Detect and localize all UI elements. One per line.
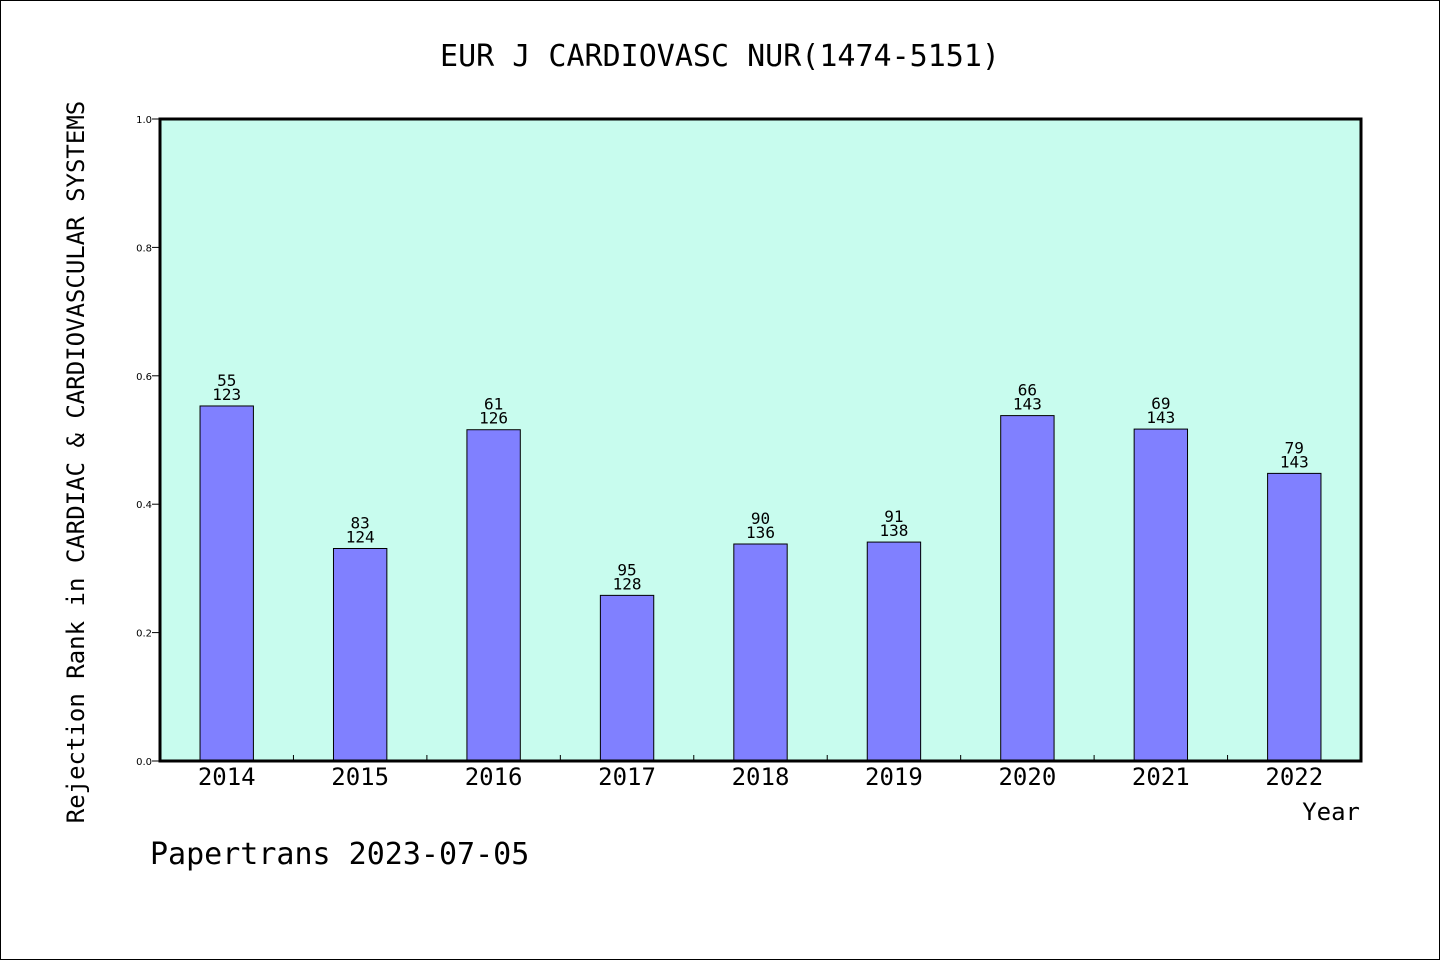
- bar-2020: [1000, 415, 1055, 762]
- bar-2017: [599, 594, 655, 762]
- bar-2018: [733, 543, 788, 762]
- x-tick-label-2022: 2022: [1265, 763, 1323, 791]
- x-tick-label-2014: 2014: [198, 763, 256, 791]
- bar-label-total: 136: [746, 523, 775, 542]
- bar-label-rank: 90: [751, 509, 770, 528]
- y-tick-label: 0.4: [136, 500, 152, 511]
- x-tick-label-2019: 2019: [865, 763, 923, 791]
- bar-label-total: 143: [1146, 408, 1175, 427]
- x-axis-label: Year: [1302, 798, 1360, 826]
- bar-label-rank: 69: [1151, 394, 1170, 413]
- bar-label-rank: 79: [1285, 438, 1304, 457]
- bar-2016: [466, 429, 521, 762]
- y-tick-label: 0.0: [136, 757, 152, 768]
- x-tick-label-2021: 2021: [1132, 763, 1190, 791]
- bar-2021: [1133, 428, 1189, 762]
- bar-2019: [866, 541, 922, 762]
- bar-label-rank: 91: [884, 507, 903, 526]
- bar-label-total: 123: [212, 385, 241, 404]
- bar-2022: [1267, 472, 1322, 762]
- bar-label-total: 143: [1280, 452, 1309, 471]
- bar-label-total: 124: [346, 527, 375, 546]
- x-tick-label-2015: 2015: [331, 763, 389, 791]
- plot-border: [158, 117, 1363, 763]
- y-tick-label: 0.6: [136, 372, 152, 383]
- y-tick-label: 1.0: [136, 115, 152, 126]
- bar-label-total: 128: [613, 574, 642, 593]
- x-tick-label-2018: 2018: [732, 763, 790, 791]
- bar-label-rank: 55: [217, 371, 236, 390]
- y-axis-label: Rejection Rank in CARDIAC & CARDIOVASCUL…: [62, 101, 90, 823]
- bar-2014: [199, 405, 254, 762]
- footer-credit: Papertrans 2023-07-05: [150, 837, 529, 872]
- bar-label-rank: 66: [1018, 381, 1037, 400]
- x-tick-label-2020: 2020: [998, 763, 1056, 791]
- bar-label-rank: 61: [484, 395, 503, 414]
- bar-2015: [332, 547, 388, 762]
- bar-label-total: 143: [1013, 395, 1042, 414]
- chart-title: EUR J CARDIOVASC NUR(1474-5151): [440, 39, 1000, 74]
- bar-label-total: 138: [879, 521, 908, 540]
- y-tick-label: 0.2: [136, 629, 152, 640]
- y-tick-label: 0.8: [136, 243, 152, 254]
- x-tick-label-2017: 2017: [598, 763, 656, 791]
- bar-label-rank: 95: [617, 560, 636, 579]
- bar-label-rank: 83: [351, 513, 370, 532]
- bar-label-total: 126: [479, 409, 508, 428]
- x-tick-label-2016: 2016: [465, 763, 523, 791]
